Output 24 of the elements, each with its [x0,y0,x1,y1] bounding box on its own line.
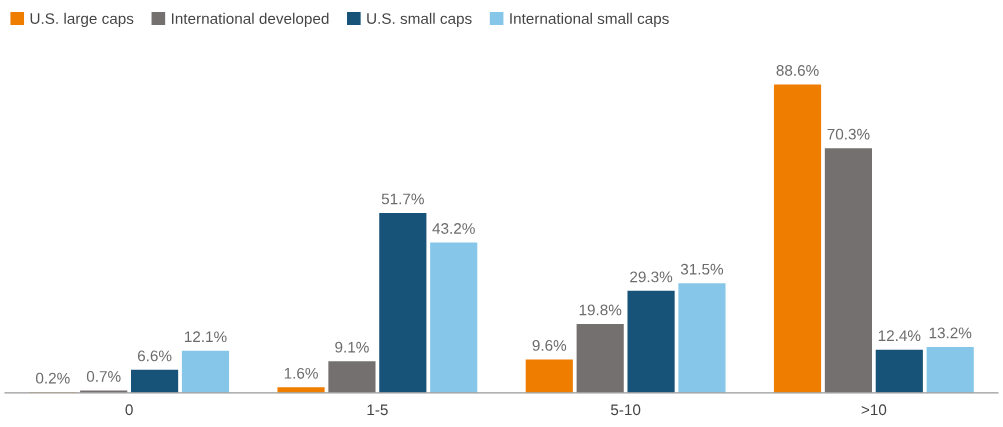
data-label: 0.2% [35,372,70,384]
data-label: 6.6% [137,350,172,362]
data-label: 43.2% [432,223,475,234]
legend-label: U.S. large caps [30,12,134,28]
data-label: 29.3% [630,271,673,283]
data-label: 9.6% [532,340,567,351]
data-label: 13.2% [929,327,972,339]
data-label: 12.1% [184,331,227,343]
x-tick-label: 1-5 [367,404,388,416]
data-label: 12.4% [878,330,921,342]
data-label: 1.6% [284,367,318,379]
x-tick-label: 5-10 [610,404,641,416]
legend-label: International developed [171,12,329,28]
data-label: 31.5% [680,263,724,275]
legend-label: International small caps [510,12,669,28]
data-label: 88.6% [776,65,819,76]
data-label: 0.7% [86,371,121,382]
data-label: 70.3% [827,128,870,140]
legend-label: U.S. small caps [367,12,472,28]
data-label: 9.1% [335,341,369,353]
data-label: 19.8% [579,304,622,316]
x-tick-label: >10 [861,404,887,416]
x-tick-label: 0 [125,404,133,416]
data-label: 51.7% [381,193,424,205]
